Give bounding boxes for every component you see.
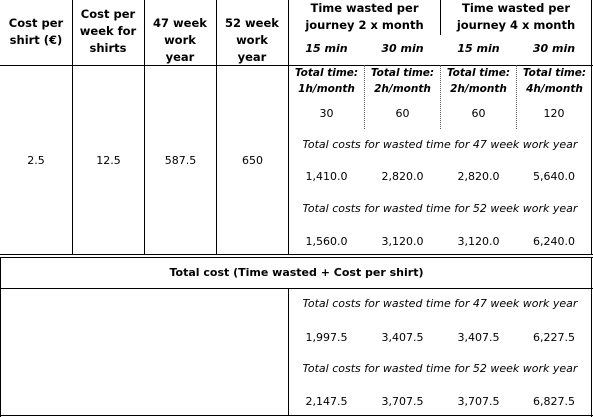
header-47-week-year: 47 week work year — [153, 16, 207, 64]
wasted-47-value: 5,640.0 — [533, 170, 575, 183]
header-cost-per-week: Cost per week for shirts — [79, 7, 137, 55]
total-52-value: 6,827.5 — [533, 395, 575, 408]
minutes-cell: 120 — [543, 107, 565, 120]
col-divider — [591, 0, 592, 255]
col-divider-dotted — [516, 65, 518, 129]
wasted-52-caption: Total costs for wasted time for 52 week … — [302, 202, 578, 215]
col-divider — [144, 0, 145, 255]
header-30-min: 30 min — [532, 42, 576, 55]
total-52-caption: Total costs for wasted time for 52 week … — [302, 362, 578, 375]
total-47-value: 1,997.5 — [305, 331, 348, 344]
header-cost-per-shirt: Cost per shirt (€) — [8, 16, 64, 47]
rule-above-total-a — [0, 254, 593, 255]
col-divider — [288, 0, 289, 255]
total-52-value: 2,147.5 — [305, 395, 348, 408]
col-divider — [440, 0, 441, 35]
col-divider-dotted — [440, 65, 442, 129]
header-30-min: 30 min — [381, 42, 424, 55]
cost-per-week-value: 12.5 — [96, 154, 121, 167]
total-time-cell: Total time: 1h/month — [294, 67, 359, 95]
wasted-47-caption: Total costs for wasted time for 47 week … — [302, 138, 578, 151]
minutes-cell: 60 — [471, 107, 486, 120]
total-47-value: 6,227.5 — [533, 331, 575, 344]
year-47-value: 587.5 — [164, 154, 197, 167]
header-15-min: 15 min — [305, 42, 348, 55]
col-divider — [288, 288, 289, 416]
header-52-week-year: 52 week work year — [225, 16, 279, 64]
total-47-value: 3,407.5 — [457, 331, 500, 344]
col-divider — [72, 0, 73, 255]
wasted-47-value: 2,820.0 — [381, 170, 424, 183]
total-47-caption: Total costs for wasted time for 47 week … — [302, 297, 578, 310]
wasted-52-value: 3,120.0 — [381, 235, 424, 248]
total-time-cell: Total time: 4h/month — [522, 67, 587, 95]
total-cost-title: Total cost (Time wasted + Cost per shirt… — [169, 266, 424, 279]
total-time-cell: Total time: 2h/month — [370, 67, 435, 95]
header-time-wasted-4x: Time wasted per journey 4 x month — [456, 1, 576, 32]
col-divider — [0, 257, 1, 417]
total-52-value: 3,707.5 — [381, 395, 424, 408]
wasted-47-value: 1,410.0 — [305, 170, 348, 183]
total-52-value: 3,707.5 — [457, 395, 500, 408]
col-divider-dotted — [364, 65, 366, 129]
rule-below-total — [0, 288, 593, 289]
total-47-value: 3,407.5 — [381, 331, 424, 344]
minutes-cell: 30 — [319, 107, 334, 120]
header-15-min: 15 min — [457, 42, 500, 55]
wasted-52-value: 3,120.0 — [457, 235, 500, 248]
wasted-52-value: 1,560.0 — [305, 235, 348, 248]
minutes-cell: 60 — [395, 107, 410, 120]
wasted-47-value: 2,820.0 — [457, 170, 500, 183]
rule-above-total-b — [0, 257, 593, 258]
year-52-value: 650 — [242, 154, 263, 167]
col-divider — [216, 0, 217, 255]
total-time-cell: Total time: 2h/month — [446, 67, 511, 95]
rule-bottom — [0, 415, 593, 416]
cost-per-shirt-value: 2.5 — [27, 154, 45, 167]
rule-below-header — [0, 65, 593, 66]
col-divider — [591, 257, 592, 417]
wasted-52-value: 6,240.0 — [533, 235, 575, 248]
header-time-wasted-2x: Time wasted per journey 2 x month — [305, 1, 424, 32]
